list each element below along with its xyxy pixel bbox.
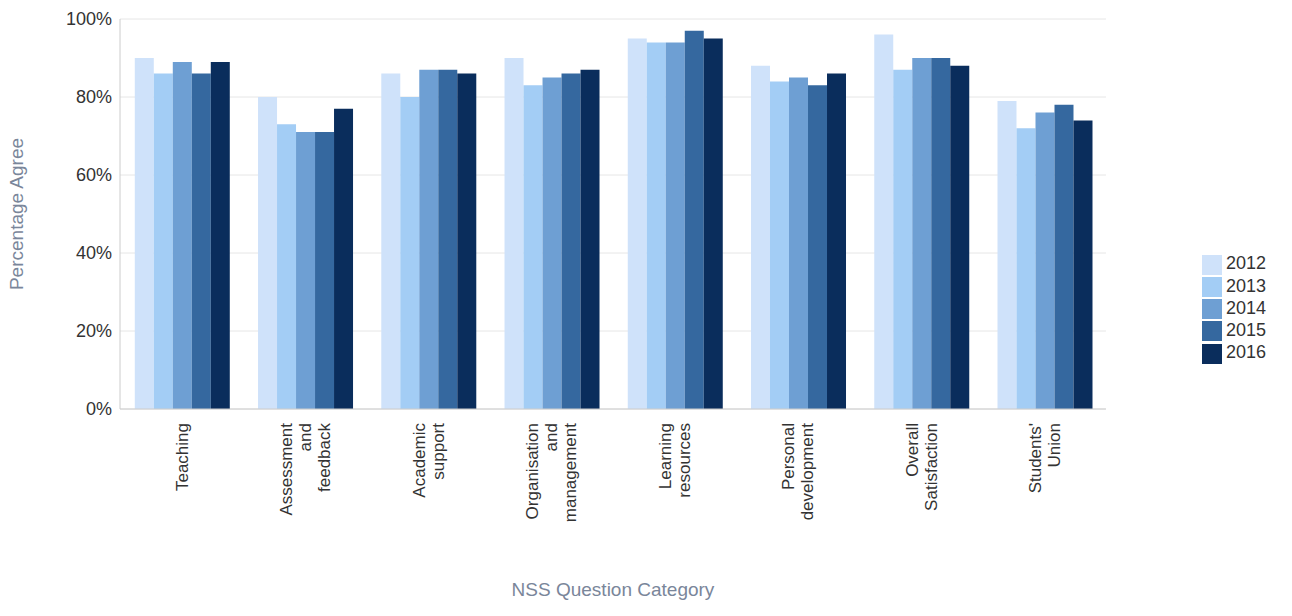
html-text:2016: 2016 — [1226, 342, 1266, 363]
svg-text:20%: 20% — [76, 321, 112, 341]
svg-text:Personaldevelopment: Personaldevelopment — [779, 423, 817, 521]
svg-text:100%: 100% — [66, 9, 112, 29]
svg-text:80%: 80% — [76, 87, 112, 107]
svg-text:Learningresources: Learningresources — [656, 423, 694, 498]
svg-text:Academicsupport: Academicsupport — [410, 423, 448, 498]
svg-text:40%: 40% — [76, 243, 112, 263]
svg-text:Students'Union: Students'Union — [1026, 423, 1064, 493]
html-text:2013: 2013 — [1226, 275, 1266, 296]
svg-text:Assessmentandfeedback: Assessmentandfeedback — [277, 423, 334, 516]
svg-text:0%: 0% — [86, 399, 112, 419]
html-text:2012: 2012 — [1226, 253, 1266, 274]
html-text:2014: 2014 — [1226, 297, 1266, 318]
svg-text:60%: 60% — [76, 165, 112, 185]
html-text:2015: 2015 — [1226, 320, 1266, 341]
svg-text:Percentage Agree: Percentage Agree — [8, 138, 27, 290]
svg-text:OverallSatisfaction: OverallSatisfaction — [903, 423, 941, 511]
svg-text:Organisationandmanagement: Organisationandmanagement — [523, 423, 580, 523]
svg-text:Teaching: Teaching — [173, 423, 192, 491]
svg-text:NSS Question Category: NSS Question Category — [512, 579, 715, 600]
